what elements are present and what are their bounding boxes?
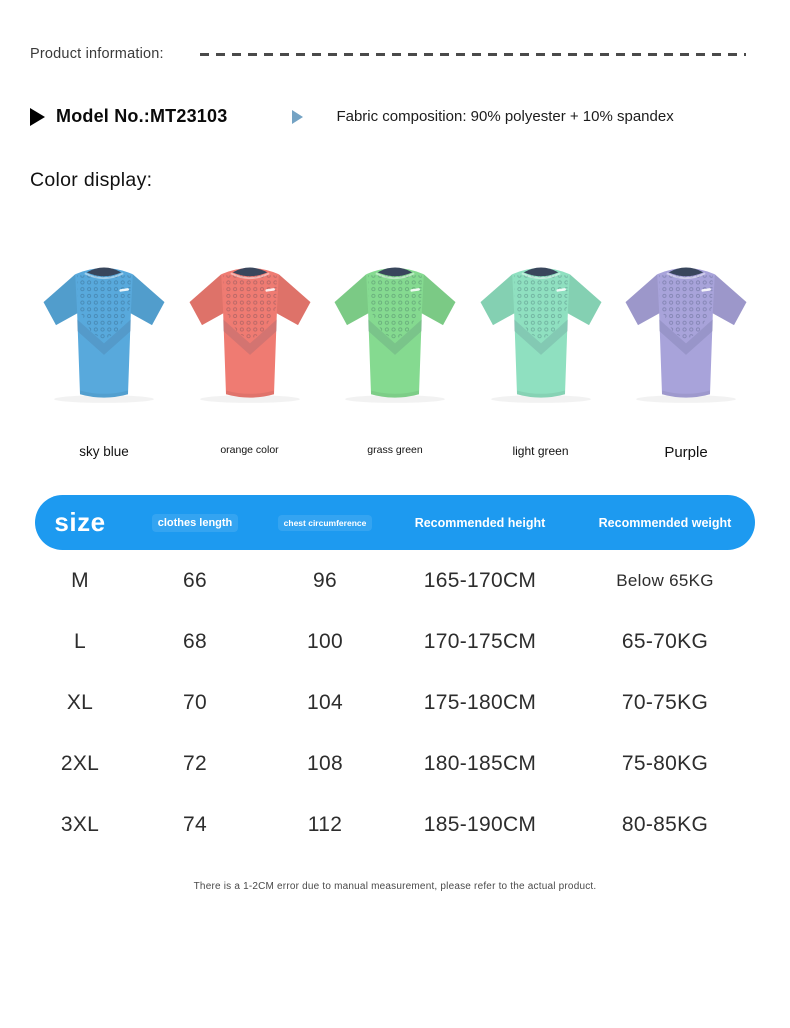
measurement-disclaimer: There is a 1-2CM error due to manual mea… bbox=[193, 881, 597, 892]
size-table-cell: 180-185CM bbox=[423, 751, 537, 775]
size-table-cell: 66 bbox=[183, 568, 207, 592]
color-name-label: grass green bbox=[367, 444, 423, 456]
product-info-header: Product information: bbox=[30, 46, 760, 62]
tshirt-swatch: orange color bbox=[178, 220, 322, 461]
blue-triangle-bullet-icon bbox=[292, 109, 304, 124]
size-table-cell: 3XL bbox=[60, 812, 100, 836]
size-table-cell: 108 bbox=[307, 751, 343, 775]
tshirt-image bbox=[188, 266, 311, 404]
tshirt-swatch: grass green bbox=[323, 220, 467, 461]
color-name-label: Purple bbox=[664, 444, 708, 461]
product-information-page: Product information: Model No.:MT23103 F… bbox=[0, 46, 790, 892]
tshirt-image bbox=[333, 266, 457, 404]
column-header-size: size bbox=[54, 507, 106, 537]
size-table-cell: Below 65KG bbox=[616, 570, 714, 590]
color-name-label: light green bbox=[512, 444, 569, 458]
size-table-cell: 72 bbox=[183, 751, 207, 775]
size-table-row: 3XL 74 112 185-190CM 80-85KG bbox=[35, 794, 755, 855]
size-table-cell: 175-180CM bbox=[423, 690, 537, 714]
size-table-cell: 165-170CM bbox=[423, 568, 537, 592]
size-table-cell: L bbox=[74, 629, 86, 653]
size-table-cell: 185-190CM bbox=[423, 812, 537, 836]
tshirt-image bbox=[42, 266, 166, 404]
size-table-cell: 112 bbox=[307, 812, 343, 836]
size-table-row: XL 70 104 175-180CM 70-75KG bbox=[35, 672, 755, 733]
size-table-header: size clothes length chest circumference … bbox=[35, 495, 755, 550]
size-table-cell: 170-175CM bbox=[423, 629, 537, 653]
color-swatch-row: sky blue orange color grass green light … bbox=[30, 220, 760, 461]
tshirt-swatch: Purple bbox=[614, 220, 758, 461]
column-header-clothes-length: clothes length bbox=[125, 513, 265, 532]
size-table-cell: 100 bbox=[307, 629, 343, 653]
size-table-cell: 68 bbox=[183, 629, 207, 653]
size-table-cell: 2XL bbox=[60, 751, 100, 775]
size-table-row: 2XL 72 108 180-185CM 75-80KG bbox=[35, 733, 755, 794]
color-name-label: orange color bbox=[220, 444, 279, 456]
size-table-cell: 74 bbox=[183, 812, 207, 836]
fabric-composition-label: Fabric composition: 90% polyester + 10% … bbox=[336, 108, 674, 125]
size-table-body: M 66 96 165-170CM Below 65KG L 68 100 170-175CM 6… bbox=[35, 550, 755, 855]
size-table-cell: M bbox=[71, 568, 89, 592]
tshirt-image bbox=[479, 266, 602, 404]
size-table-cell: 65-70KG bbox=[621, 629, 709, 653]
color-display-heading: Color display: bbox=[30, 169, 153, 191]
size-table-cell: 80-85KG bbox=[621, 812, 709, 836]
product-info-label: Product information: bbox=[30, 46, 164, 62]
dashed-divider bbox=[199, 52, 746, 56]
size-table-row: M 66 96 165-170CM Below 65KG bbox=[35, 550, 755, 611]
tshirt-swatch: sky blue bbox=[32, 220, 176, 461]
column-header-recommended-height: Recommended height bbox=[414, 515, 546, 530]
size-table-row: L 68 100 170-175CM 65-70KG bbox=[35, 611, 755, 672]
tshirt-image bbox=[624, 266, 748, 404]
black-triangle-bullet-icon bbox=[30, 107, 45, 126]
size-table-cell: XL bbox=[66, 690, 94, 714]
size-table-cell: 96 bbox=[313, 568, 337, 592]
model-fabric-row: Model No.:MT23103 Fabric composition: 90… bbox=[30, 106, 760, 127]
column-header-recommended-weight: Recommended weight bbox=[598, 515, 732, 530]
tshirt-swatch: light green bbox=[469, 220, 613, 461]
size-table-cell: 75-80KG bbox=[621, 751, 709, 775]
size-table-cell: 70-75KG bbox=[621, 690, 709, 714]
model-number-label: Model No.:MT23103 bbox=[56, 106, 228, 126]
color-name-label: sky blue bbox=[79, 444, 129, 459]
size-table-cell: 70 bbox=[183, 690, 207, 714]
size-table: size clothes length chest circumference … bbox=[35, 495, 755, 855]
column-header-chest-circumference: chest circumference bbox=[265, 514, 385, 531]
size-table-cell: 104 bbox=[307, 690, 343, 714]
